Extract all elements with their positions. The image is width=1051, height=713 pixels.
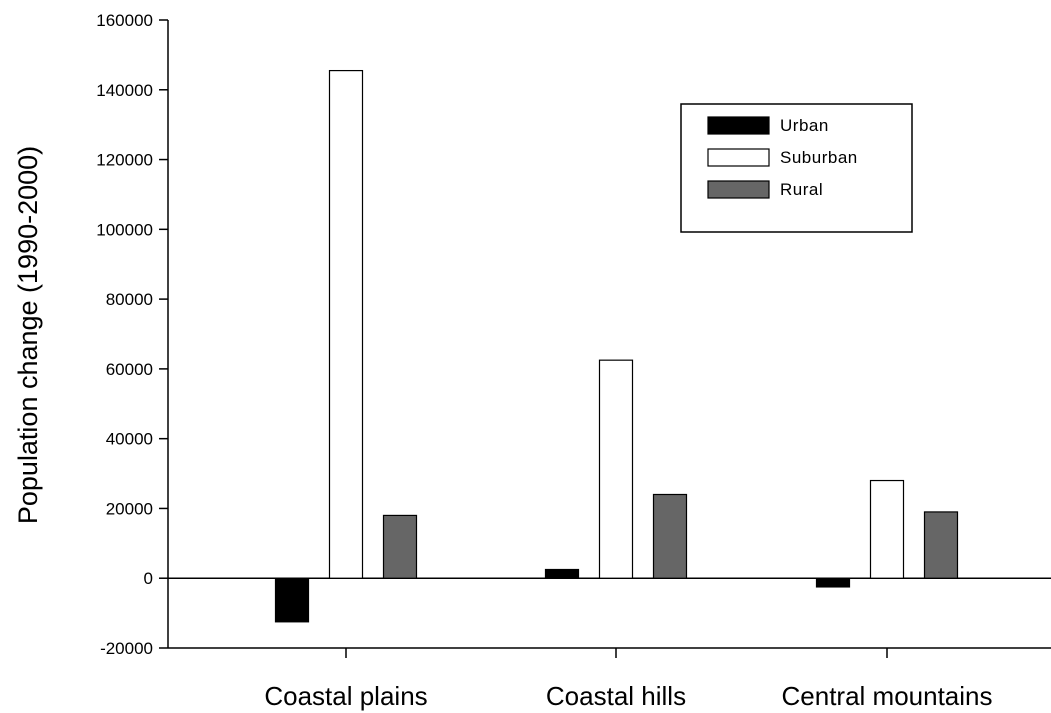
bars (274, 69, 959, 623)
legend-label-suburban: Suburban (780, 148, 858, 167)
y-tick-label: -20000 (100, 639, 153, 658)
bar-urban-central-mountains (815, 577, 851, 588)
x-axis: Coastal plains Coastal hills Central mount… (168, 647, 1051, 711)
x-category-label: Coastal plains (264, 681, 427, 711)
y-tick-label: 120000 (96, 151, 153, 170)
bar-rural-coastal-plains (382, 514, 418, 579)
y-tick-label: 140000 (96, 81, 153, 100)
x-category-label: Coastal hills (546, 681, 686, 711)
legend-swatch-urban (707, 116, 770, 135)
y-tick-label: 20000 (106, 499, 153, 518)
bar-urban-coastal-hills (544, 568, 580, 579)
bar-urban-coastal-plains (274, 577, 310, 623)
legend-label-rural: Rural (780, 180, 823, 199)
y-axis: -20000 0 20000 40000 60000 80000 100000 120000 1… (96, 11, 169, 658)
y-tick-label: 40000 (106, 430, 153, 449)
legend-label-urban: Urban (780, 116, 829, 135)
y-tick-label: 0 (144, 569, 153, 588)
bar-suburban-coastal-hills (598, 359, 634, 579)
bar-suburban-coastal-plains (328, 69, 364, 579)
y-tick-label: 100000 (96, 220, 153, 239)
legend-swatch-rural (707, 180, 770, 199)
bar-suburban-central-mountains (869, 479, 905, 579)
bar-rural-central-mountains (923, 511, 959, 579)
legend-swatch-suburban (707, 148, 770, 167)
y-tick-label: 80000 (106, 290, 153, 309)
bar-rural-coastal-hills (652, 493, 688, 579)
y-tick-label: 160000 (96, 11, 153, 30)
x-category-label: Central mountains (782, 681, 993, 711)
legend: Urban Suburban Rural (680, 103, 913, 233)
y-tick-label: 60000 (106, 360, 153, 379)
y-axis-title: Population change (1990-2000) (13, 146, 43, 524)
